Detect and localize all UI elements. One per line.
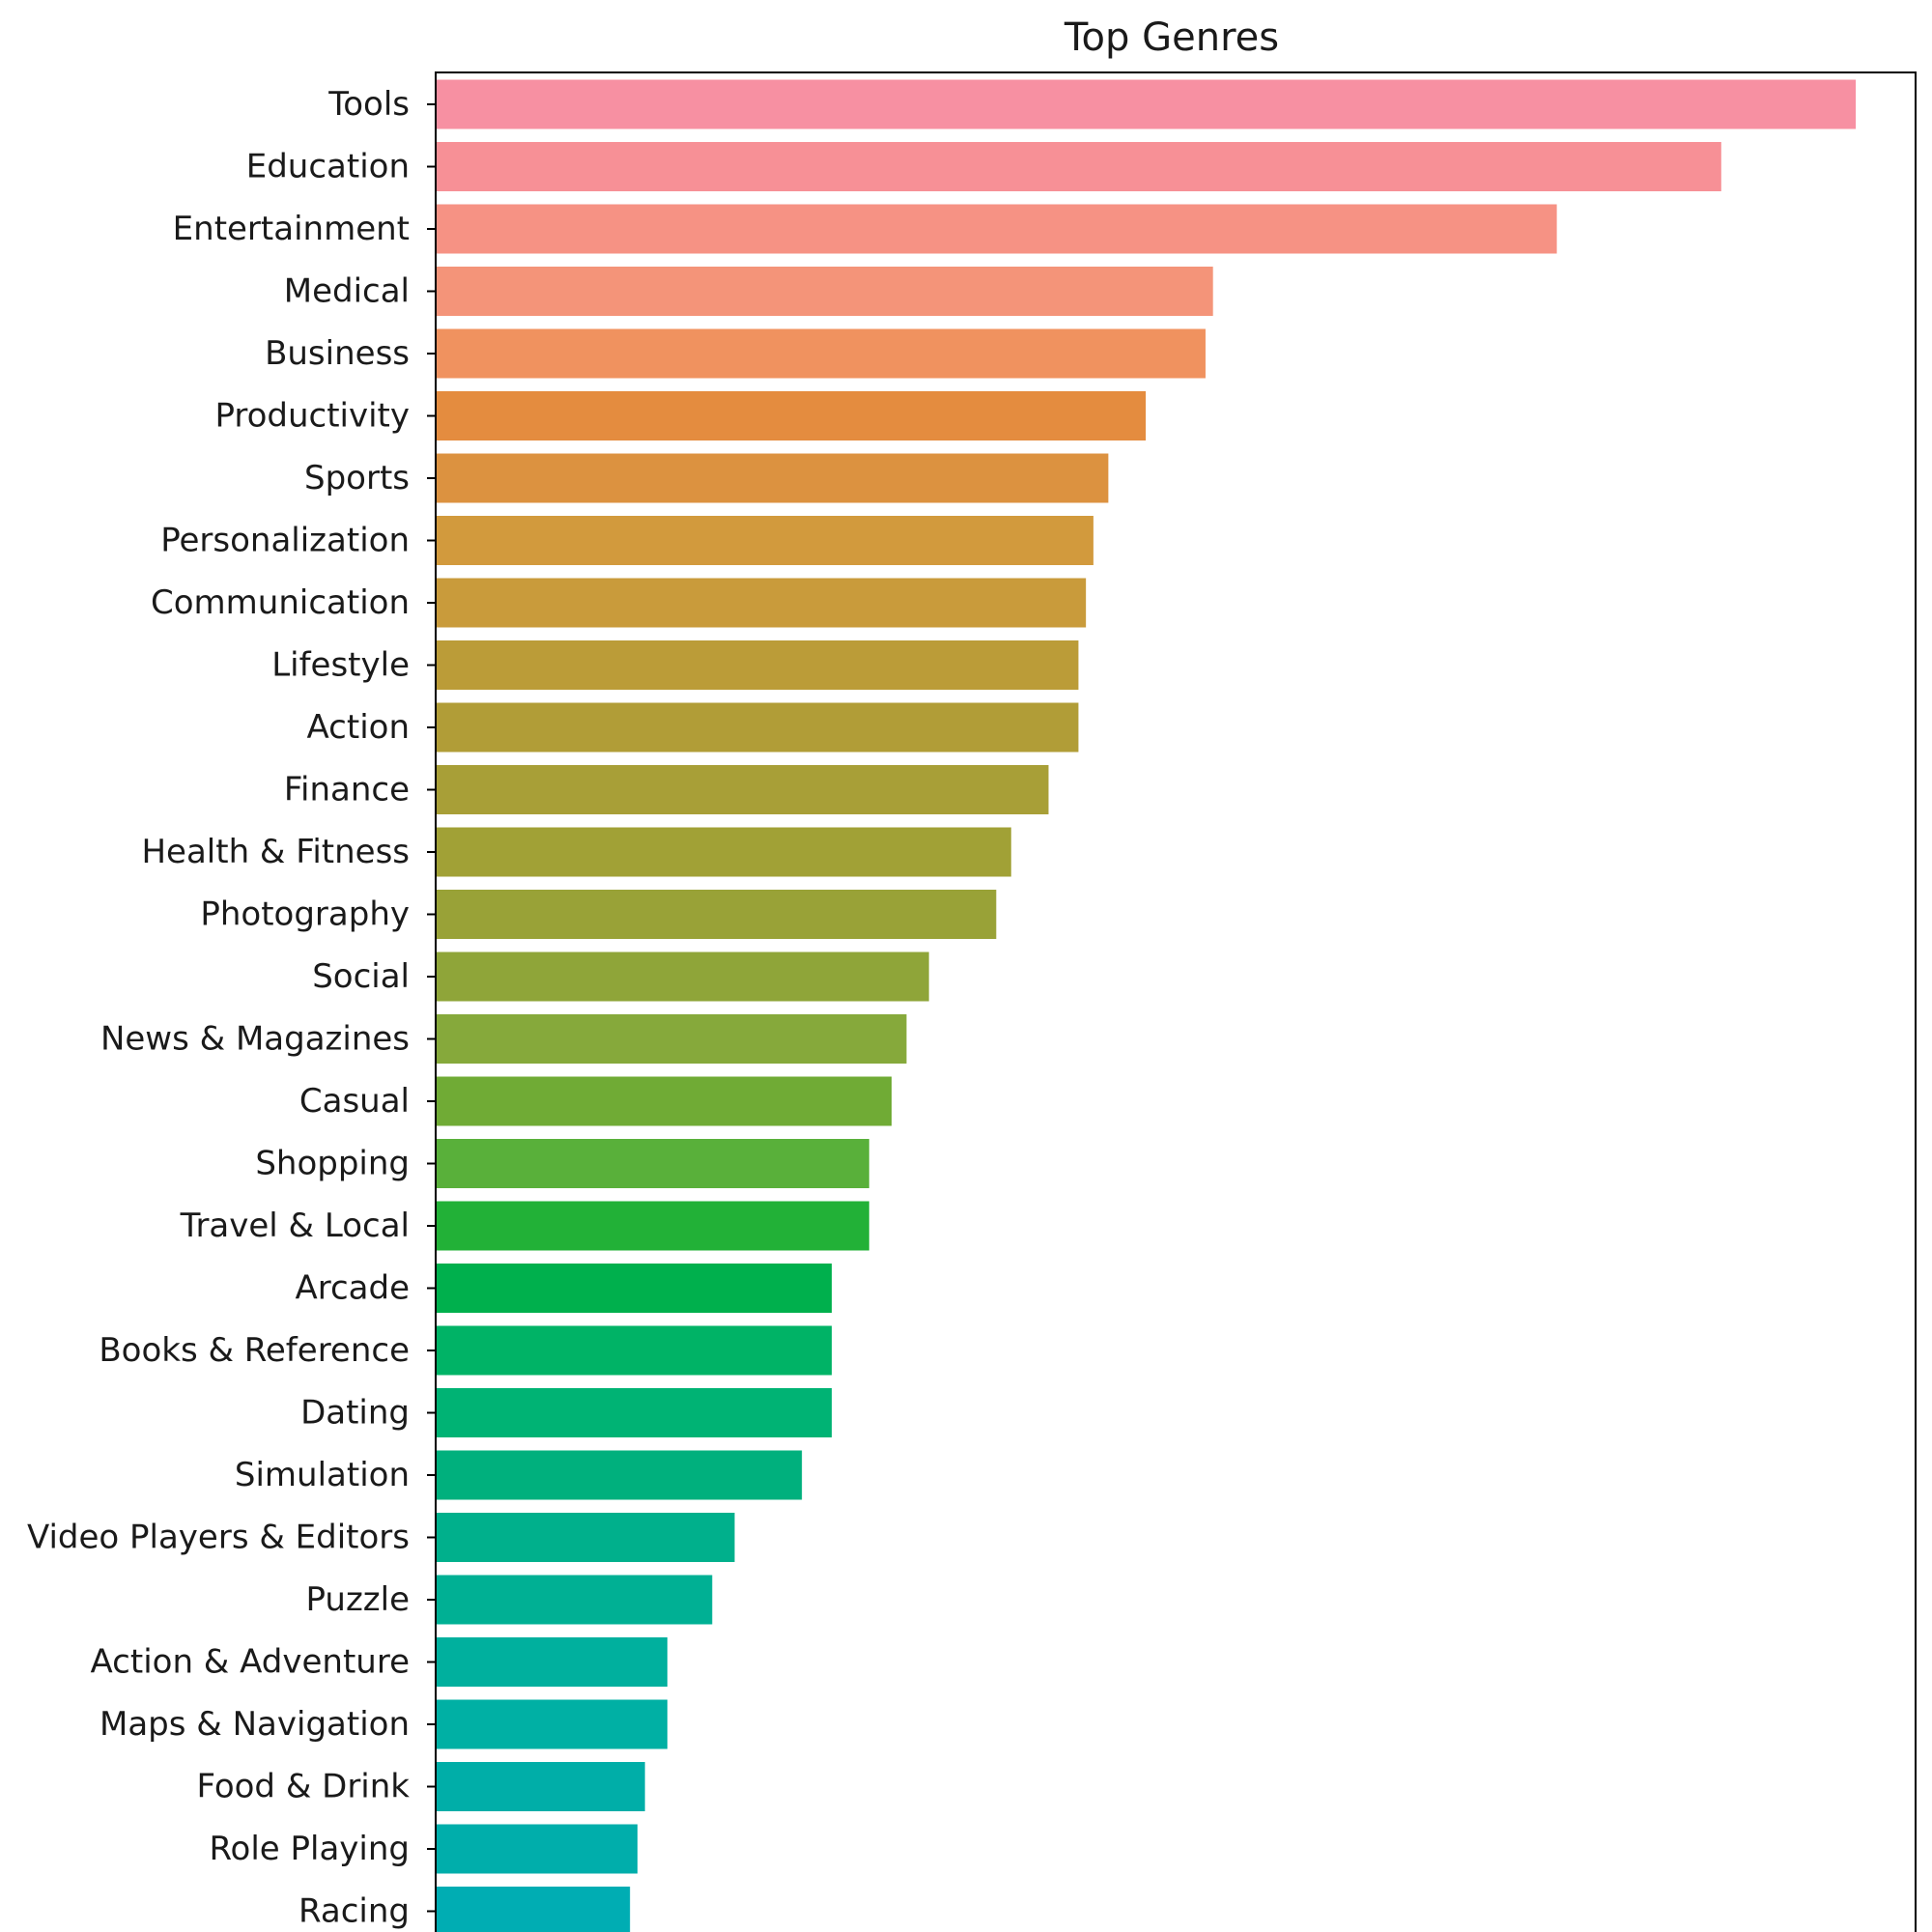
y-ticks-group: [427, 103, 436, 1913]
bar-11: [436, 765, 1049, 814]
bar-26: [436, 1699, 668, 1749]
bar-12: [436, 827, 1011, 877]
y-tick-label-18: Travel & Local: [180, 1207, 410, 1245]
y-tick-label-17: Shopping: [255, 1145, 410, 1183]
bar-17: [436, 1139, 869, 1188]
y-tick-label-12: Health & Fitness: [141, 833, 410, 871]
y-tick-label-13: Photography: [200, 895, 410, 934]
bar-21: [436, 1388, 833, 1437]
y-tick-label-15: News & Magazines: [100, 1020, 410, 1059]
y-tick-label-29: Racing: [298, 1892, 410, 1931]
y-tick-label-2: Entertainment: [173, 210, 410, 248]
bar-4: [436, 328, 1206, 379]
y-tick-label-16: Casual: [299, 1082, 410, 1121]
bar-5: [436, 391, 1147, 440]
y-tick-label-28: Role Playing: [209, 1830, 410, 1868]
y-tick-label-23: Video Players & Editors: [27, 1519, 410, 1557]
y-tick-label-3: Medical: [284, 272, 410, 311]
bar-13: [436, 890, 997, 939]
bar-6: [436, 453, 1109, 503]
y-tick-label-7: Personalization: [160, 522, 410, 560]
plot-frame: [435, 71, 1917, 1932]
bar-23: [436, 1513, 735, 1562]
y-tick-label-10: Action: [307, 708, 410, 747]
bar-8: [436, 578, 1087, 628]
bar-16: [436, 1076, 892, 1126]
y-tick-label-9: Lifestyle: [271, 646, 410, 685]
bar-22: [436, 1450, 803, 1500]
y-tick-label-19: Arcade: [295, 1269, 410, 1308]
bar-14: [436, 952, 929, 1002]
bar-27: [436, 1762, 645, 1811]
chart-title: Top Genres: [1064, 15, 1279, 60]
y-tick-label-11: Finance: [284, 771, 410, 810]
bar-25: [436, 1637, 668, 1687]
y-tick-label-21: Dating: [300, 1394, 410, 1433]
y-tick-label-25: Action & Adventure: [91, 1643, 410, 1682]
y-tick-label-0: Tools: [327, 85, 410, 124]
y-tick-label-5: Productivity: [214, 397, 410, 436]
bar-24: [436, 1575, 713, 1625]
bar-7: [436, 516, 1094, 565]
bar-0: [436, 79, 1857, 129]
bar-3: [436, 267, 1213, 316]
bar-20: [436, 1325, 833, 1376]
y-tick-label-22: Simulation: [235, 1456, 410, 1494]
y-tick-label-6: Sports: [304, 459, 410, 497]
bar-29: [436, 1887, 631, 1932]
bar-2: [436, 204, 1557, 254]
bar-28: [436, 1824, 638, 1874]
bar-18: [436, 1201, 869, 1251]
bars-group: [436, 79, 1857, 1932]
y-tick-labels-group: Tools Education Entertainment Medical Busine…: [27, 85, 410, 1931]
y-tick-label-27: Food & Drink: [196, 1768, 410, 1806]
bar-9: [436, 640, 1079, 690]
bar-15: [436, 1014, 907, 1064]
y-tick-label-8: Communication: [151, 583, 410, 622]
y-tick-label-14: Social: [312, 957, 410, 996]
y-tick-label-4: Business: [265, 334, 410, 373]
y-tick-label-1: Education: [246, 148, 410, 186]
y-tick-label-26: Maps & Navigation: [99, 1705, 410, 1744]
y-tick-label-20: Books & Reference: [99, 1331, 410, 1370]
bar-19: [436, 1264, 833, 1313]
bar-1: [436, 142, 1721, 191]
bar-10: [436, 702, 1079, 753]
y-tick-label-24: Puzzle: [305, 1580, 410, 1619]
